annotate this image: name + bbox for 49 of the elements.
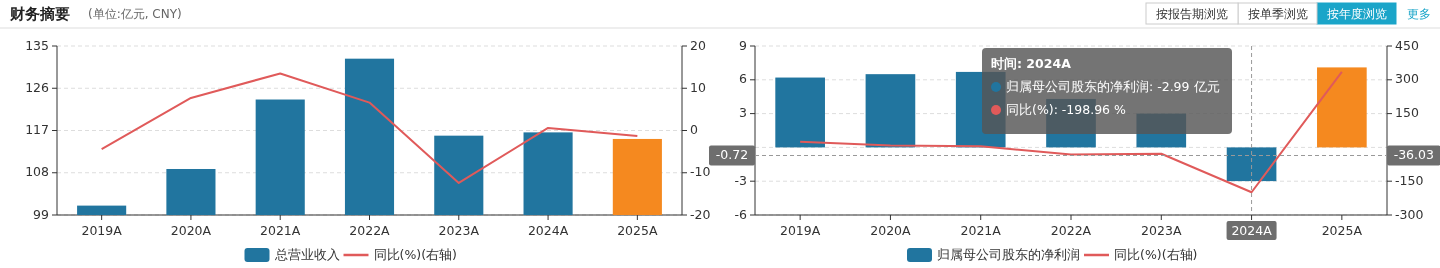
annotation: 同比(%): -198.96 %	[1006, 101, 1127, 117]
x-tick-label: 2019A	[81, 222, 123, 238]
y-tick-label: 3	[739, 105, 747, 121]
x-tick-label: 2023A	[1141, 222, 1182, 238]
y2-tick-label: 300	[1395, 71, 1419, 87]
y2-tick-label: 20	[690, 37, 706, 53]
x-tick-label: 2025A	[617, 222, 658, 238]
x-tick-label: 2022A	[1050, 222, 1092, 238]
x-tick-label: 2022A	[349, 222, 391, 238]
y-tick-label: 9	[739, 37, 748, 53]
chart-title: 财务摘要	[9, 4, 70, 23]
annotation: 归属母公司股东的净利润: -2.99 亿元	[1006, 78, 1220, 94]
x-tick-label: 2020A	[870, 222, 912, 238]
y-tick-label: 99	[33, 206, 50, 222]
y-tick-label: 135	[25, 37, 49, 53]
text: 更多	[1407, 6, 1431, 21]
ref-line-label: -0.72	[715, 147, 749, 163]
y-tick-label: 108	[25, 164, 50, 180]
x-tick-label: 2019A	[779, 222, 821, 238]
y2-tick-label: -20	[690, 206, 711, 222]
y-tick-label: 126	[25, 79, 50, 95]
text: 按单季浏览	[1247, 6, 1308, 21]
x-tick-label: 2023A	[438, 222, 480, 238]
x-tick-label: 2021A	[260, 222, 301, 238]
legend-label: 总营业收入	[273, 246, 340, 262]
y2-tick-label: 0	[690, 122, 698, 137]
x-tick-label: 2024A	[1231, 222, 1273, 238]
y-tick-label: 117	[25, 122, 49, 137]
y2-tick-label: 150	[1395, 105, 1419, 121]
y-tick-label: -6	[734, 206, 748, 222]
x-tick-label: 2025A	[1321, 222, 1363, 238]
text: -36.03	[1393, 147, 1434, 163]
text: 按报告期浏览	[1156, 6, 1228, 21]
chart-subtitle: (单位:亿元, CNY)	[88, 6, 182, 21]
y2-tick-label: -300	[1395, 206, 1424, 222]
x-tick-label: 2021A	[960, 222, 1002, 238]
legend-label: 同比(%)(右轴)	[373, 246, 457, 262]
x-tick-label: 2024A	[527, 222, 569, 238]
y-tick-label: -3	[734, 172, 747, 188]
y2-tick-label: -10	[690, 164, 711, 180]
y2-tick-label: 450	[1395, 37, 1419, 53]
y2-tick-label: -150	[1395, 172, 1424, 188]
annotation: 时间: 2024A	[991, 55, 1072, 71]
y-tick-label: 6	[739, 71, 748, 87]
legend-label: 归属母公司股东的净利润	[937, 246, 1080, 262]
y2-tick-label: 10	[690, 79, 706, 95]
legend-label: 同比(%)(右轴)	[1114, 246, 1198, 262]
x-tick-label: 2020A	[170, 222, 212, 238]
text: 按年度浏览	[1326, 6, 1387, 21]
